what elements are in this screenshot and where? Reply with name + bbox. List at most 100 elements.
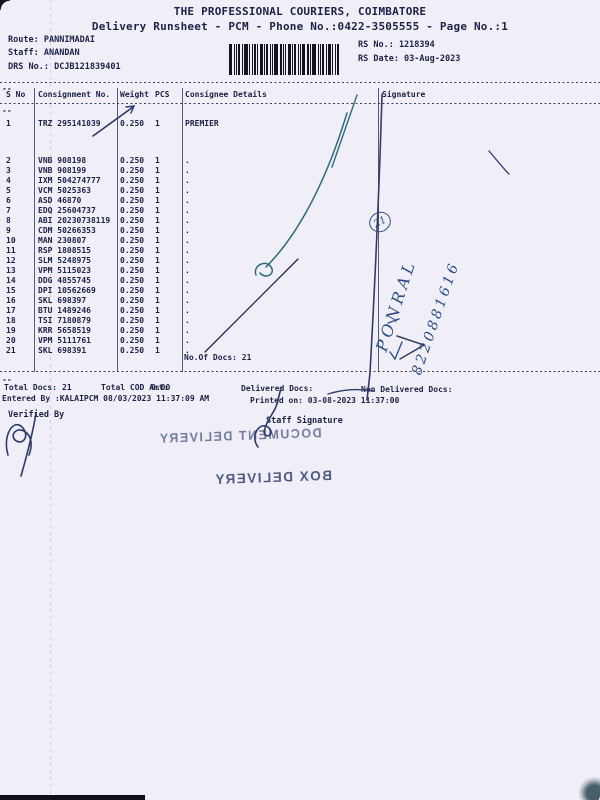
- col-header-consignee: Consignee Details: [185, 90, 267, 99]
- row-pcs: 1: [155, 206, 160, 215]
- delivered-label: Delivered Docs:: [241, 384, 314, 393]
- col-header-pcs: PCS: [155, 90, 170, 99]
- row-consignee: .: [185, 276, 190, 285]
- row-consignee: .: [185, 296, 190, 305]
- row-pcs: 1: [155, 306, 160, 315]
- row-sno: 13: [6, 266, 16, 275]
- row-consignment: VPM 5111761: [38, 336, 91, 345]
- scan-corner-mark: [0, 0, 10, 10]
- row-pcs: 1: [155, 196, 160, 205]
- row-weight: 0.250: [120, 276, 145, 285]
- row-sno: 16: [6, 296, 16, 305]
- row-sno: 9: [6, 226, 11, 235]
- continuation-mark: --: [2, 375, 12, 384]
- row-weight: 0.250: [120, 156, 145, 165]
- row-sno: 15: [6, 286, 16, 295]
- row-weight: 0.250: [120, 336, 145, 345]
- row-consignment: ASD 46870: [38, 196, 82, 205]
- row-sno: 20: [6, 336, 16, 345]
- row-sno: 1: [6, 119, 11, 128]
- row-weight: 0.250: [120, 176, 145, 185]
- row-consignee: .: [185, 186, 190, 195]
- row-pcs: 1: [155, 256, 160, 265]
- row-weight: 0.250: [120, 346, 145, 355]
- row-consignment: VPM 5115023: [38, 266, 91, 275]
- row-consignment: IXM 504274777: [38, 176, 101, 185]
- scan-edge-shadow: [0, 795, 145, 800]
- row-pcs: 1: [155, 326, 160, 335]
- docs-count: No.Of Docs: 21: [184, 353, 252, 362]
- row-consignee: .: [185, 256, 190, 265]
- table-row: 20 VPM 5111761 0.250 1 .: [0, 336, 600, 346]
- row-sno: 4: [6, 176, 11, 185]
- row-weight: 0.250: [120, 119, 145, 128]
- row-consignee: .: [185, 346, 190, 355]
- col-header-weight: Weight: [120, 90, 149, 99]
- row-sno: 17: [6, 306, 16, 315]
- row-pcs: 1: [155, 166, 160, 175]
- table-row: 13 VPM 5115023 0.250 1 .: [0, 266, 600, 276]
- non-delivered-label: Non Delivered Docs:: [361, 385, 453, 394]
- table-row: 12 SLM 5248975 0.250 1 .: [0, 256, 600, 266]
- row-consignment: TSI 7180879: [38, 316, 91, 325]
- row-consignee: .: [185, 336, 190, 345]
- row-consignee: .: [185, 226, 190, 235]
- row-consignment: VNB 908199: [38, 166, 87, 175]
- drs-value: DCJB121839401: [54, 62, 121, 72]
- row-weight: 0.250: [120, 226, 145, 235]
- row-weight: 0.250: [120, 316, 145, 325]
- row-consignment: BTU 1489246: [38, 306, 91, 315]
- staff-signature-label: Staff Signature: [266, 416, 343, 426]
- table-row: 10 MAN 230807 0.250 1 .: [0, 236, 600, 246]
- paper-fold-line: [50, 0, 51, 800]
- entered-by: Entered By :KALAIPCM 08/03/2023 11:37:09…: [2, 394, 210, 403]
- row-sno: 21: [6, 346, 16, 355]
- verified-by-label: Verified By: [8, 410, 65, 420]
- row-consignment: VCM 5025363: [38, 186, 91, 195]
- row-pcs: 1: [155, 216, 160, 225]
- row-consignment: RSP 1808515: [38, 246, 91, 255]
- table-row: 9 CDM 50266353 0.250 1 .: [0, 226, 600, 236]
- rs-no: RS No.: 1218394: [358, 40, 435, 50]
- table-row: 4 IXM 504274777 0.250 1 .: [0, 176, 600, 186]
- row-pcs: 1: [155, 156, 160, 165]
- row-consignee: PREMIER: [185, 119, 219, 128]
- table-row: 1 TRZ 295141039 0.250 1 PREMIER: [0, 119, 600, 156]
- row-pcs: 1: [155, 186, 160, 195]
- staff-line: Staff: ANANDAN: [8, 48, 80, 58]
- row-consignment: DDG 4855745: [38, 276, 91, 285]
- row-consignee: .: [185, 326, 190, 335]
- column-divider: [34, 88, 35, 372]
- ink-smudge: [576, 773, 600, 800]
- table-row: 21 SKL 698391 0.250 1 .: [0, 346, 600, 356]
- row-weight: 0.250: [120, 206, 145, 215]
- separator-line: [0, 82, 600, 83]
- row-pcs: 1: [155, 276, 160, 285]
- table-row: 8 ABI 20230738119 0.250 1 .: [0, 216, 600, 226]
- total-docs-value: 21: [62, 383, 72, 392]
- row-consignment: SLM 5248975: [38, 256, 91, 265]
- row-consignment: KRR 5658519: [38, 326, 91, 335]
- row-pcs: 1: [155, 296, 160, 305]
- row-consignee: .: [185, 156, 190, 165]
- row-sno: 11: [6, 246, 16, 255]
- row-pcs: 1: [155, 336, 160, 345]
- rs-date: RS Date: 03-Aug-2023: [358, 54, 461, 64]
- col-header-signature: Signature: [382, 90, 426, 99]
- row-consignment: CDM 50266353: [38, 226, 96, 235]
- box-delivery-stamp: BOX DELIVERY: [213, 467, 333, 488]
- route-line: Route: PANNIMADAI: [8, 35, 95, 45]
- row-sno: 12: [6, 256, 16, 265]
- row-pcs: 1: [155, 316, 160, 325]
- drs-label: DRS No.:: [8, 62, 49, 72]
- table-row: 2 VNB 908198 0.250 1 .: [0, 156, 600, 166]
- row-weight: 0.250: [120, 236, 145, 245]
- row-consignment: SKL 698397: [38, 296, 87, 305]
- row-consignment: ABI 20230738119: [38, 216, 111, 225]
- row-pcs: 1: [155, 346, 160, 355]
- row-consignee: .: [185, 166, 190, 175]
- table-header-row: S No Consignment No. Weight PCS Consigne…: [0, 90, 600, 100]
- table-row: 16 SKL 698397 0.250 1 .: [0, 296, 600, 306]
- row-weight: 0.250: [120, 186, 145, 195]
